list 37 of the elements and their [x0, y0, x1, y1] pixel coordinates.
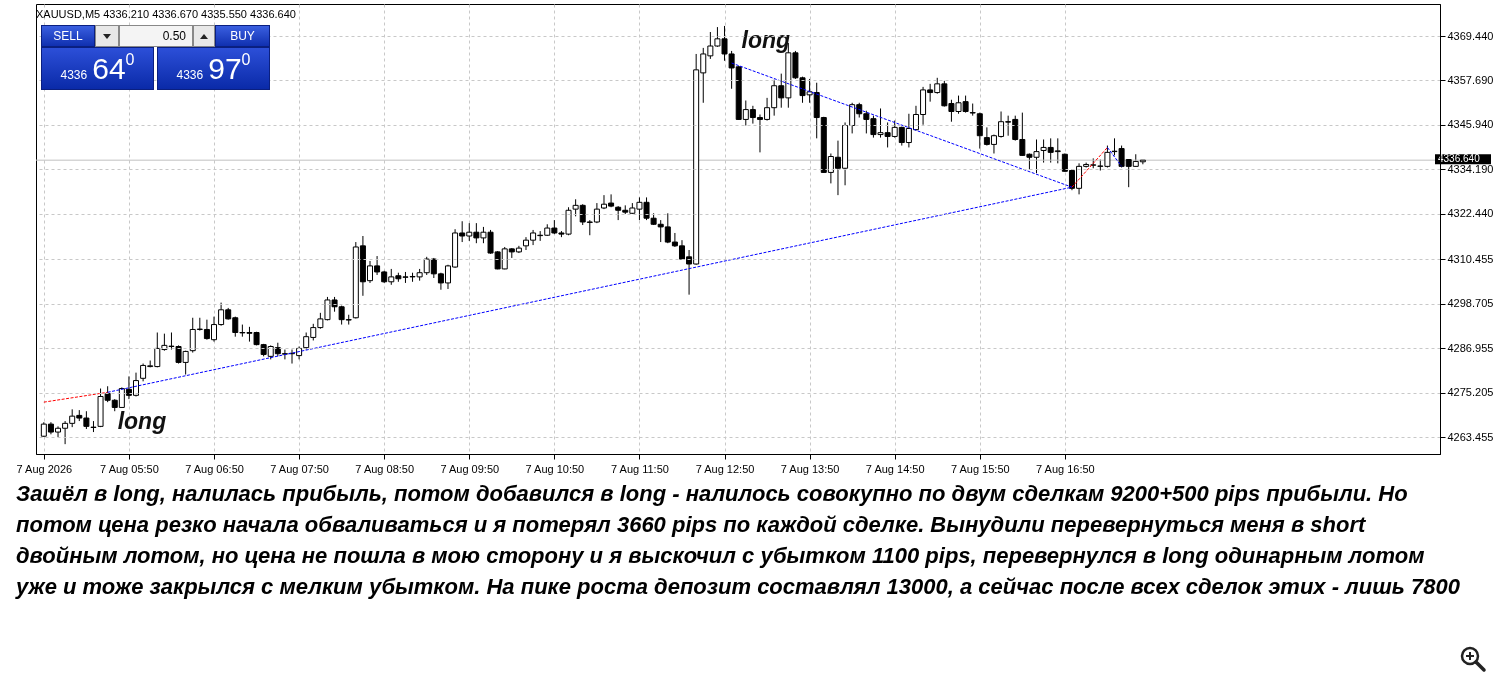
y-tick-label: 4345.940 [1447, 118, 1494, 131]
x-tick-label: 7 Aug 2026 [16, 462, 73, 475]
volume-field: 0.50 [119, 25, 193, 47]
annotation: 4336 [60, 68, 88, 82]
y-tick-label: 4263.455 [1447, 430, 1494, 443]
y-tick-label: 4275.205 [1447, 386, 1494, 399]
sell-button: SELL [41, 25, 95, 47]
ref-line-label: 4336.640 [1438, 153, 1481, 165]
y-tick-label: 4298.705 [1447, 297, 1494, 310]
x-tick-label: 7 Aug 14:50 [865, 462, 925, 475]
annotation: long [117, 408, 167, 435]
buy-button: BUY [215, 25, 270, 47]
y-tick-label: 4310.455 [1447, 252, 1494, 265]
y-tick-label: 4369.440 [1447, 29, 1494, 42]
x-tick-label: 7 Aug 10:50 [525, 462, 585, 475]
x-tick-label: 7 Aug 12:50 [695, 462, 755, 475]
x-tick-label: 7 Aug 08:50 [355, 462, 415, 475]
x-tick-label: 7 Aug 05:50 [100, 462, 159, 475]
x-tick-label: 7 Aug 09:50 [440, 462, 500, 475]
chart-title: XAUUSD,M5 4336.210 4336.670 4335.550 4336.640 [36, 8, 296, 20]
annotation: 64$^{0}$ [92, 51, 135, 85]
y-tick-label: 4286.955 [1447, 341, 1494, 354]
bid-price-box: 4336 64$^{0}$ [41, 47, 154, 90]
x-tick-label: 7 Aug 07:50 [270, 462, 329, 475]
annotation: long [741, 27, 791, 54]
x-tick-label: 7 Aug 13:50 [780, 462, 840, 475]
ask-price-box: 4336 97$^{0}$ [157, 47, 270, 90]
x-tick-label: 7 Aug 15:50 [950, 462, 1010, 475]
annotation: 4336 [176, 68, 204, 82]
y-tick-label: 4334.190 [1447, 162, 1494, 175]
x-tick-label: 7 Aug 06:50 [185, 462, 244, 475]
y-tick-label: 4357.690 [1447, 73, 1494, 86]
x-tick-label: 7 Aug 11:50 [610, 462, 669, 475]
x-tick-label: 7 Aug 16:50 [1036, 462, 1095, 475]
annotation: 97$^{0}$ [208, 51, 251, 85]
y-tick-label: 4322.440 [1447, 207, 1494, 220]
text: Зашёл в long, налилась прибыль, потом добавился в long - налилось совокупно по двум сделкам 9200+500 pips прибыли. Но потом цена резко начала обваливаться и я потерял 3660 pips по каждой сделке. Вынудили перевернуться меня в short двойным лотом, но цена не пошла в мою сторону и я выскочил с убытком 1100 pips, перевернулся в long одинарным лотом уже и тоже закрылся с мелким убытком. На пике роста депозит составлял 13000, а сейчас после всех сделок этих - лишь 7800 [16, 480, 1461, 601]
